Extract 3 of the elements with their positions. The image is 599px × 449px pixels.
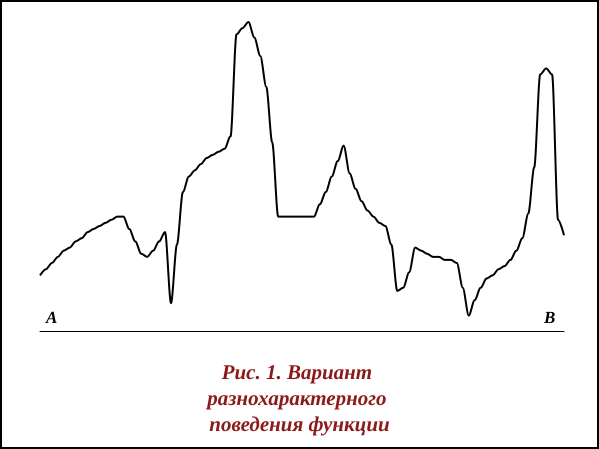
annotation: A (45, 308, 58, 327)
text: Рис. 1. Вариант разнохарактерного поведения функции (205, 360, 392, 436)
annotation: B (543, 308, 556, 327)
